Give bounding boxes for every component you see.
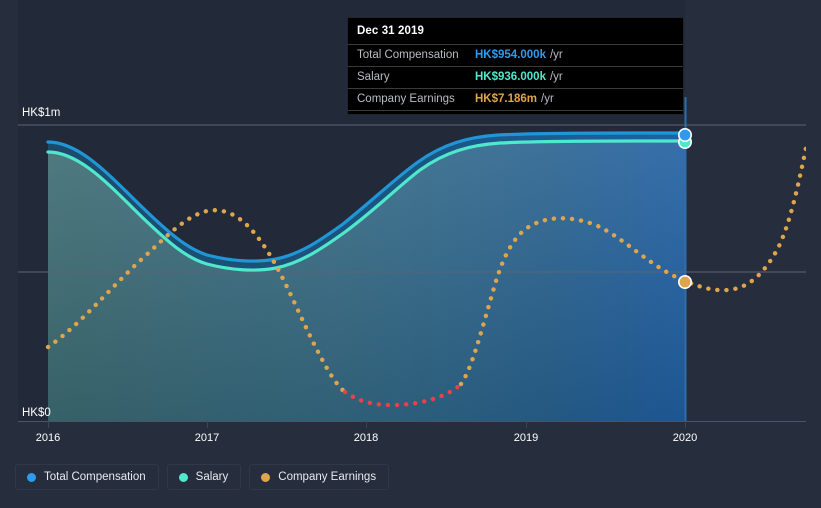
tooltip-row-company-earnings: Company Earnings HK$7.186m /yr	[348, 88, 683, 111]
x-tick-label-2019: 2019	[514, 432, 538, 444]
x-tick-label-2020: 2020	[673, 432, 697, 444]
company-earnings-line-positive-2	[458, 145, 806, 387]
x-tick-label-2016: 2016	[36, 432, 60, 444]
marker-total-compensation	[677, 128, 692, 143]
y-axis-label-bottom: HK$0	[22, 407, 51, 419]
tooltip-unit-company-earnings: /yr	[541, 93, 554, 105]
legend-label-salary: Salary	[195, 471, 229, 483]
y-axis-labels: HK$1m HK$0	[22, 107, 60, 419]
legend-label-total-compensation: Total Compensation	[44, 471, 146, 483]
y-axis-label-top: HK$1m	[22, 107, 60, 119]
tooltip-label-company-earnings: Company Earnings	[357, 93, 455, 105]
legend-label-company-earnings: Company Earnings	[278, 471, 377, 483]
x-tick-label-2018: 2018	[354, 432, 378, 444]
x-axis-ticks	[48, 421, 686, 428]
series-area-fills	[48, 133, 685, 421]
tooltip-unit-salary: /yr	[549, 71, 563, 83]
tooltip-value-salary: HK$936.000k	[475, 71, 546, 83]
tooltip-row-salary: Salary HK$936.000k /yr	[348, 66, 683, 88]
tooltip-value-company-earnings: HK$7.186m	[475, 93, 538, 105]
legend-item-salary[interactable]: Salary	[166, 464, 242, 490]
total-compensation-line	[46, 131, 687, 263]
marker-company-earnings	[677, 274, 692, 289]
hover-tooltip: Dec 31 2019 Total Compensation HK$954.00…	[347, 17, 684, 115]
tooltip-title: Dec 31 2019	[357, 25, 424, 37]
legend-dot-company-earnings	[261, 472, 271, 482]
tooltip-label-salary: Salary	[357, 71, 390, 83]
salary-line	[46, 139, 687, 272]
tooltip-label-total-compensation: Total Compensation	[357, 49, 459, 61]
x-axis-labels: 2016 2017 2018 2019 2020	[36, 432, 697, 444]
gridlines	[18, 124, 806, 273]
x-tick-label-2017: 2017	[195, 432, 219, 444]
chart-legend: Total Compensation Salary Company Earnin…	[15, 464, 390, 490]
tooltip-row-total-compensation: Total Compensation HK$954.000k /yr	[348, 44, 683, 66]
tooltip-unit-total-compensation: /yr	[549, 49, 563, 61]
hover-markers	[677, 128, 692, 289]
legend-item-total-compensation[interactable]: Total Compensation	[15, 464, 159, 490]
legend-item-company-earnings[interactable]: Company Earnings	[249, 464, 390, 490]
series-lines	[45, 131, 806, 408]
salary-area-shading	[48, 141, 685, 421]
legend-dot-total-compensation	[27, 472, 36, 482]
tooltip-value-total-compensation: HK$954.000k	[475, 49, 546, 61]
legend-dot-salary	[178, 472, 188, 482]
